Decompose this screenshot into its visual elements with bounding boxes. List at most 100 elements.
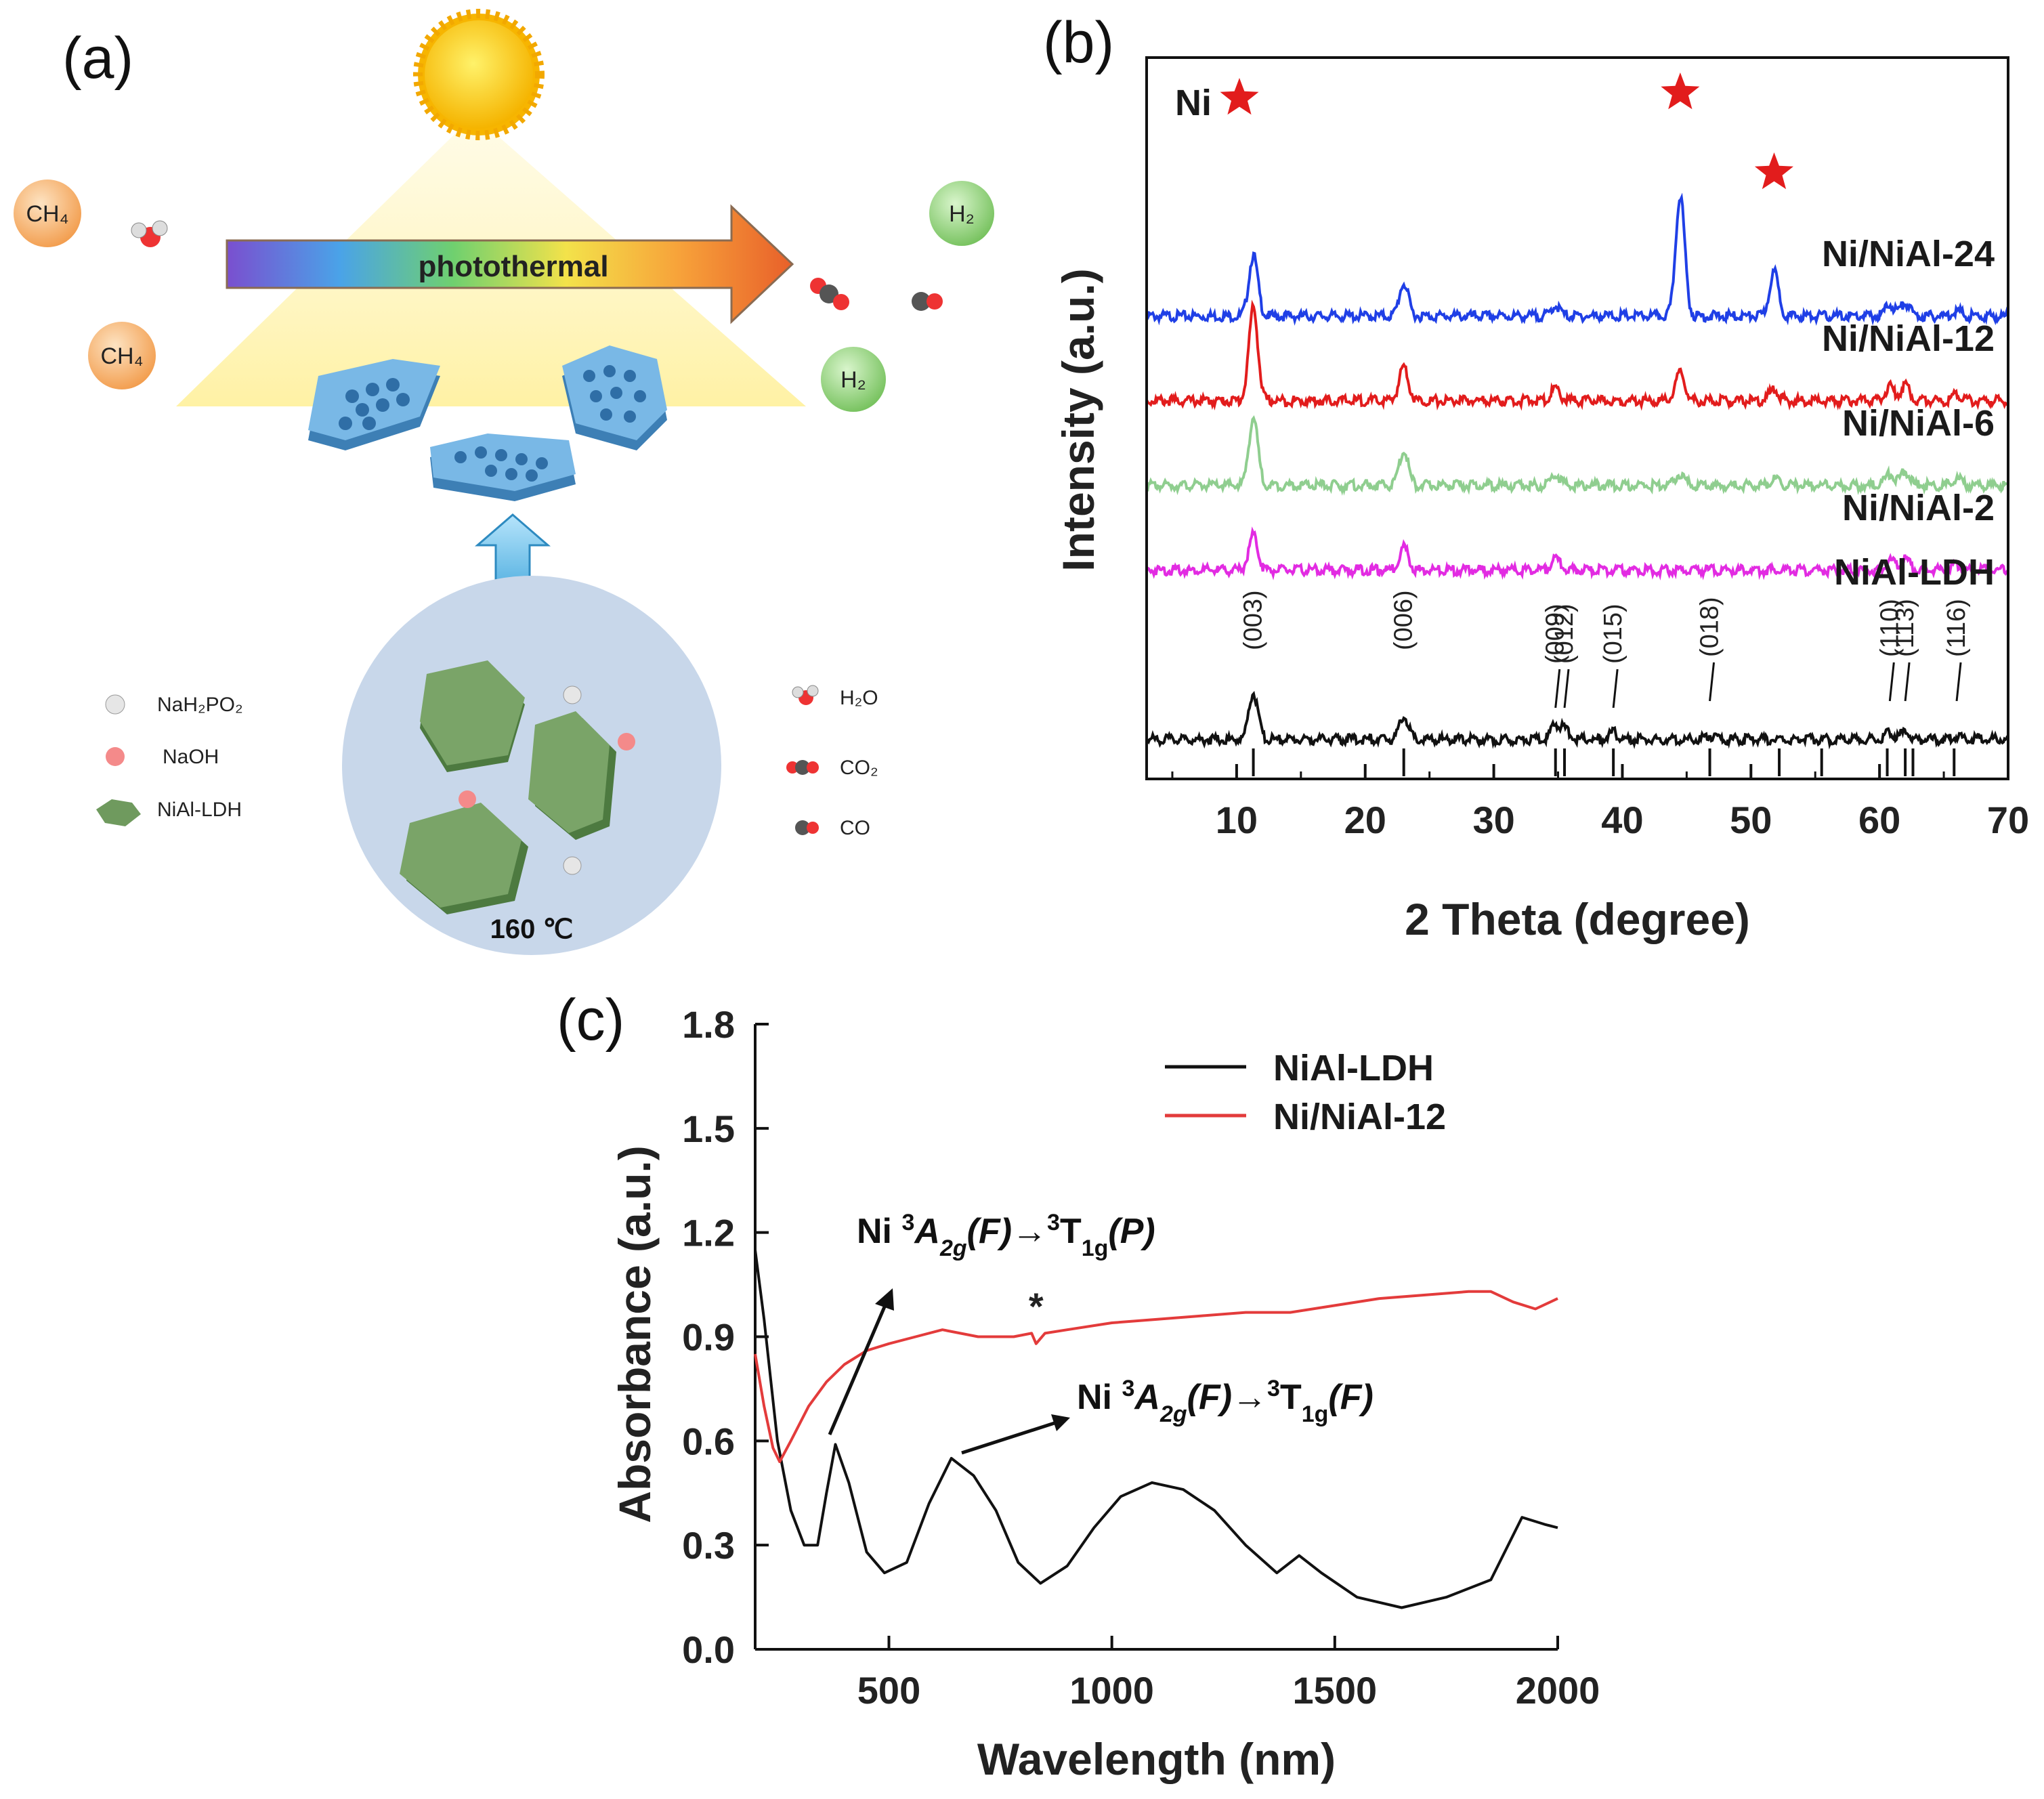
xrd-x-tick-label: 70	[1987, 799, 2029, 841]
uv-curves: *	[754, 1250, 1558, 1609]
uv-legend-label-ni-nial-12: Ni/NiAl-12	[1273, 1097, 1446, 1137]
uv-y-tick-label: 1.8	[682, 1003, 735, 1046]
svg-text:CH₄: CH₄	[26, 201, 69, 227]
panel-a-label: (a)	[62, 26, 133, 91]
svg-text:H₂O: H₂O	[840, 687, 878, 709]
platelet-right	[562, 345, 667, 450]
photothermal-label: photothermal	[418, 250, 608, 283]
xrd-reflection-006: (006)	[1390, 590, 1418, 650]
platelet-center	[430, 433, 576, 501]
xrd-reflection-label: (012)	[1550, 604, 1579, 664]
xrd-reflection-label: (116)	[1942, 599, 1971, 657]
xrd-x-tick-label: 60	[1858, 799, 1900, 841]
ldh-hexagon-2	[528, 711, 616, 840]
legend-co: CO	[795, 817, 870, 839]
xrd-reflection-pointer	[1955, 662, 1962, 702]
xrd-x-tick-label: 10	[1216, 799, 1258, 841]
xrd-reflection-pointer	[1554, 669, 1561, 708]
xrd-reflection-009: (009)	[1541, 604, 1570, 708]
uv-annotation-text: Ni 3A2g(F)→3T1g(F)	[1077, 1376, 1374, 1427]
xrd-reflection-label: (006)	[1390, 590, 1418, 650]
xrd-x-tick-label: 40	[1601, 799, 1643, 841]
panel-c: (c) 0.0 0.3 0.6 0.9 1.2 1.5 1.8 500 1000 1500 2000…	[557, 988, 1600, 1784]
xrd-reflection-label: (018)	[1696, 597, 1724, 657]
ldh-platelets	[308, 345, 667, 501]
xrd-series-label-ni-nial-12: Ni/NiAl-12	[1822, 318, 1995, 359]
h2-molecule-1: H₂	[929, 181, 994, 246]
xrd-axes: 10 20 30 40 50 60 70	[1145, 56, 2029, 841]
uv-asterisk-label: *	[1029, 1285, 1044, 1328]
xrd-reflection-labels: (003) (006) (009)(012) (015) (018) (110)(113)…	[1239, 590, 1971, 708]
uv-x-tick-label: 1000	[1069, 1669, 1154, 1712]
xrd-series-label-ni-nial-6: Ni/NiAl-6	[1842, 403, 1995, 444]
xrd-reflection-003: (003)	[1239, 590, 1268, 650]
xrd-reflection-pointer	[1888, 662, 1895, 702]
uv-annotation-arrow-2	[961, 1420, 1057, 1455]
ch4-molecule-1: CH₄	[14, 179, 81, 247]
uv-annotation-arrowhead-2	[1051, 1414, 1070, 1431]
xrd-series-nial-ldh	[1145, 690, 2009, 750]
xrd-ni-legend-star	[1220, 78, 1259, 115]
water-molecule-icon	[131, 220, 168, 247]
legend-naoh: NaOH	[106, 746, 219, 768]
uv-x-tick-label: 1500	[1293, 1669, 1378, 1712]
ch4-molecule-2: CH₄	[88, 322, 156, 389]
uv-annotation-text: Ni 3A2g(F)→3T1g(P)	[857, 1210, 1155, 1261]
xrd-reflection-pointer	[1612, 669, 1619, 708]
temperature-label: 160 ℃	[490, 914, 574, 944]
uv-y-tick-label: 0.0	[682, 1628, 735, 1671]
legend-nah2po2: NaH₂PO₂	[105, 694, 243, 716]
xrd-reflection-pointer	[1709, 662, 1716, 702]
uv-annotation-arrow-1	[828, 1300, 889, 1435]
svg-text:CO: CO	[840, 817, 870, 839]
svg-text:CO₂: CO₂	[840, 757, 878, 779]
uv-y-tick-label: 1.2	[682, 1212, 735, 1254]
uv-y-tick-label: 0.3	[682, 1524, 735, 1567]
svg-text:CH₄: CH₄	[101, 343, 144, 369]
xrd-reflection-label: (003)	[1239, 590, 1268, 650]
xrd-ni-star-marker	[1754, 152, 1793, 190]
uv-series-ni-nial-12	[754, 1290, 1558, 1464]
uv-x-axis-title: Wavelength (nm)	[977, 1734, 1336, 1784]
legend-nial-ldh: NiAl-LDH	[96, 799, 242, 826]
xrd-x-axis-title: 2 Theta (degree)	[1405, 894, 1750, 944]
h2-molecule-2: H₂	[821, 347, 886, 412]
sun-icon	[413, 9, 545, 140]
svg-text:NaH₂PO₂: NaH₂PO₂	[157, 694, 243, 716]
uv-y-tick-label: 0.6	[682, 1420, 735, 1462]
xrd-series-ni-nial-6	[1146, 415, 2008, 496]
uv-y-tick-label: 1.5	[682, 1107, 735, 1150]
xrd-reflection-113: (113)	[1891, 599, 1919, 702]
svg-text:H₂: H₂	[949, 201, 975, 227]
xrd-series-label-ni-nial-24: Ni/NiAl-24	[1822, 234, 1995, 274]
xrd-reflection-label: (009)	[1541, 604, 1570, 664]
xrd-x-tick-label: 30	[1472, 799, 1514, 841]
svg-text:H₂: H₂	[840, 367, 866, 393]
xrd-reflection-pointer	[1563, 669, 1570, 708]
svg-text:NaOH: NaOH	[163, 746, 219, 768]
panel-a: (a) photothermal CH₄ CH₄ H₂ H₂	[14, 9, 994, 955]
xrd-reflection-018: (018)	[1696, 597, 1724, 702]
xrd-series-label-ni-nial-2: Ni/NiAl-2	[1842, 488, 1995, 528]
xrd-plot-frame	[1145, 56, 2009, 780]
uv-annotations: Ni 3A2g(F)→3T1g(P) Ni 3A2g(F)→3T1g(F)	[828, 1210, 1374, 1455]
xrd-reflection-110: (110)	[1875, 599, 1904, 702]
legend-h2o: H₂O	[792, 685, 878, 709]
panel-b-label: (b)	[1043, 10, 1114, 75]
uv-axes: 0.0 0.3 0.6 0.9 1.2 1.5 1.8 500 1000 1500 2000	[682, 1003, 1600, 1712]
xrd-series-ni-nial-12	[1145, 299, 2009, 411]
panel-c-label: (c)	[557, 988, 624, 1053]
co2-molecule-icon	[810, 278, 849, 310]
legend-co2: CO₂	[786, 757, 878, 779]
xrd-reflection-012: (012)	[1550, 604, 1579, 708]
xrd-x-tick-label: 50	[1730, 799, 1772, 841]
xrd-ni-markers: Ni	[1175, 72, 1793, 190]
platelet-left	[308, 359, 440, 450]
reaction-vessel: 160 ℃	[342, 576, 721, 955]
ldh-hexagon-3	[400, 803, 528, 914]
xrd-series-label-nial-ldh: NiAl-LDH	[1834, 552, 1995, 593]
uv-x-tick-label: 500	[857, 1669, 920, 1712]
svg-text:NiAl-LDH: NiAl-LDH	[157, 799, 242, 821]
uv-annotation-arrowhead-1	[875, 1288, 894, 1311]
